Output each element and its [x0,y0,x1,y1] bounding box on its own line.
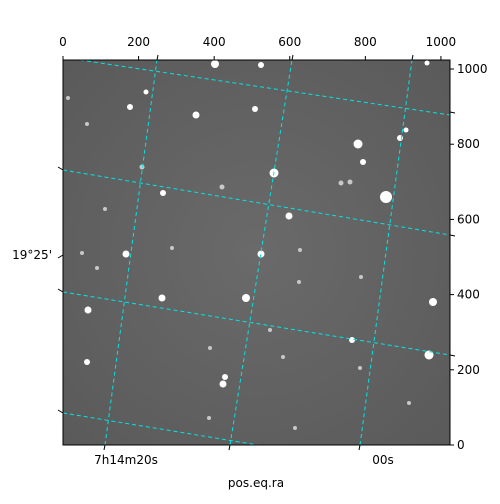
ra-tick-label: 7h14m20s [94,453,158,467]
x-tick-label: 0 [59,35,67,49]
y-tick-label: 400 [457,288,480,302]
ra-grid-line [359,60,413,445]
x-tick-label: 600 [278,35,301,49]
dec-grid-line [63,169,450,236]
dec-grid-line [63,291,450,356]
dec-grid-line [79,60,450,116]
x-axis-label: pos.eq.ra [228,476,284,490]
x-tick-label: 200 [127,35,150,49]
y-tick-label: 800 [457,137,480,151]
dec-grid-line [63,412,259,445]
x-tick-label: 400 [203,35,226,49]
y-tick-label: 1000 [457,62,488,76]
ra-tick-label: 00s [372,453,394,467]
coordinate-grid [63,60,450,445]
x-tick-label: 800 [354,35,377,49]
plot-frame [62,59,451,446]
dec-tick-label: 19°25' [12,248,52,262]
sky-image [63,60,450,445]
x-tick-label: 1000 [426,35,457,49]
y-tick-label: 200 [457,363,480,377]
y-tick-label: 600 [457,212,480,226]
wcs-ticks [57,54,456,451]
ra-grid-line [229,60,293,445]
ra-grid-line [104,60,158,445]
y-tick-label: 0 [457,438,465,452]
